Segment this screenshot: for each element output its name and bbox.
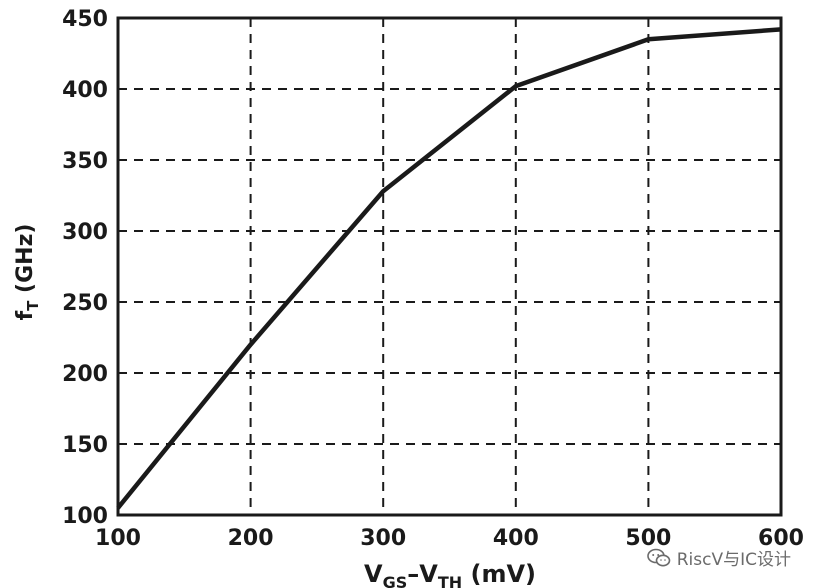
wechat-icon — [646, 548, 671, 566]
x-tick-300: 300 — [360, 526, 406, 551]
x-axis-label: VGS–VTH (mV) — [364, 560, 536, 588]
x-label-sub1: GS — [383, 573, 408, 588]
x-label-unit: (mV) — [462, 560, 536, 588]
y-tick-400: 400 — [62, 78, 108, 103]
x-label-main2: V — [419, 560, 438, 588]
y-tick-300: 300 — [62, 220, 108, 245]
plot-frame — [116, 16, 783, 517]
y-tick-200: 200 — [62, 362, 108, 387]
y-tick-150: 150 — [62, 433, 108, 458]
y-label-unit: (GHz) — [13, 224, 38, 301]
x-label-sub2: TH — [438, 573, 462, 588]
y-label-sub: T — [24, 300, 42, 311]
watermark-text: RiscV与IC设计 — [676, 550, 791, 570]
series-layer — [116, 27, 782, 510]
x-tick-labels: 100 200 300 400 500 600 — [95, 526, 804, 551]
y-label-main: f — [13, 310, 38, 320]
y-tick-100: 100 — [62, 504, 108, 529]
y-tick-450: 450 — [62, 7, 108, 32]
x-label-main: V — [364, 560, 383, 588]
x-tick-600: 600 — [758, 526, 804, 551]
grid-lines — [118, 18, 781, 515]
x-label-dash: – — [407, 560, 419, 588]
y-tick-250: 250 — [62, 291, 108, 316]
y-axis-label: fT (GHz) — [13, 224, 42, 321]
series-line-0 — [116, 27, 782, 510]
y-tick-labels: 100 150 200 250 300 350 400 450 — [62, 7, 108, 529]
x-tick-400: 400 — [493, 526, 539, 551]
x-tick-100: 100 — [95, 526, 141, 551]
y-tick-350: 350 — [62, 149, 108, 174]
watermark: RiscV与IC设计 — [646, 545, 791, 570]
x-tick-500: 500 — [625, 526, 671, 551]
x-tick-200: 200 — [228, 526, 274, 551]
